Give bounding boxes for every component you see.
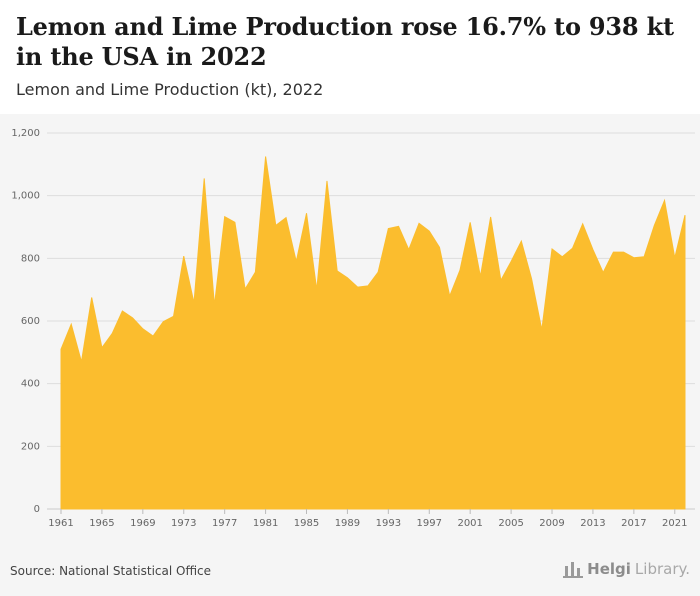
x-tick-label: 1989: [335, 518, 360, 529]
x-tick-label: 2021: [662, 518, 687, 529]
x-tick-label: 1985: [294, 518, 319, 529]
source-note: Source: National Statistical Office: [10, 564, 212, 578]
x-tick-label: 2013: [580, 518, 605, 529]
x-tick-label: 1993: [376, 518, 401, 529]
page-title: Lemon and Lime Production rose 16.7% to …: [16, 12, 674, 71]
x-tick-label: 2001: [457, 518, 482, 529]
y-tick-label: 800: [21, 253, 40, 264]
logo-icon: [563, 560, 584, 578]
x-tick-label: 1973: [171, 518, 196, 529]
x-tick-label: 2017: [621, 518, 646, 529]
x-tick-label: 2009: [539, 518, 564, 529]
y-tick-label: 0: [34, 504, 40, 515]
x-tick-label: 1981: [253, 518, 278, 529]
x-axis-ticks: 1961 1965 1969 1973 1977 1981 1985 1989 1993 1997…: [48, 509, 687, 529]
chart-subtitle: Lemon and Lime Production (kt), 2022: [16, 80, 324, 99]
x-tick-label: 1961: [48, 518, 73, 529]
x-tick-label: 1997: [417, 518, 442, 529]
y-tick-label: 200: [21, 441, 40, 452]
production-area: [60, 156, 686, 510]
area-chart: 0 200 400 600 800 1,000 1,200 1961 1965 1969 1973…: [11, 128, 695, 529]
y-tick-label: 1,000: [11, 191, 40, 202]
y-tick-label: 600: [21, 316, 40, 327]
y-tick-label: 400: [21, 379, 40, 390]
logo-text-part2: Library.: [634, 560, 690, 578]
helgilibrary-logo[interactable]: Helgi Library.: [563, 560, 690, 578]
x-tick-label: 1965: [89, 518, 114, 529]
y-axis-ticks: 0 200 400 600 800 1,000 1,200: [11, 128, 40, 515]
x-tick-label: 1969: [130, 518, 155, 529]
area-series: [60, 156, 686, 510]
logo-text-part1: Helgi: [587, 560, 631, 578]
x-tick-label: 1977: [212, 518, 237, 529]
header: Lemon and Lime Production rose 16.7% to …: [0, 0, 700, 114]
x-tick-label: 2005: [498, 518, 523, 529]
y-tick-label: 1,200: [11, 128, 40, 139]
